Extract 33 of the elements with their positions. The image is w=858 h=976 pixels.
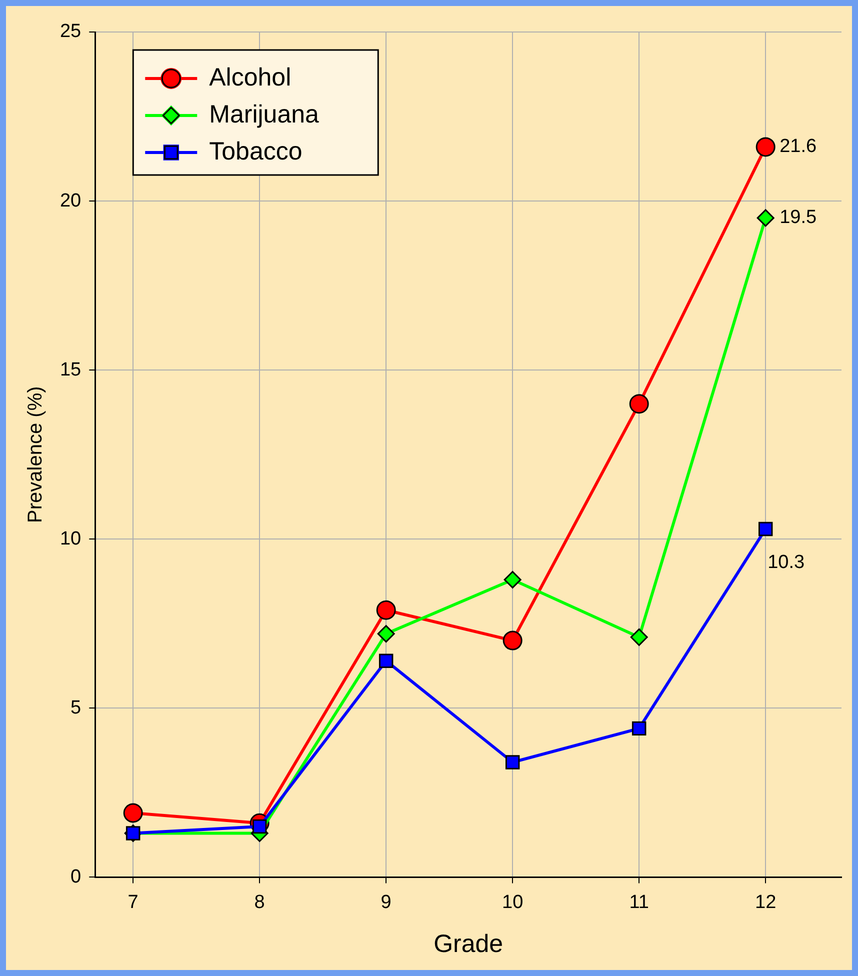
x-tick-label: 10 [502, 892, 524, 913]
x-tick-label: 11 [629, 892, 649, 913]
point [123, 803, 143, 823]
x-tick-label: 12 [755, 892, 776, 913]
x-tick-label: 7 [128, 892, 138, 913]
x-axis-title: Grade [434, 930, 504, 958]
point [502, 630, 522, 650]
point [629, 394, 649, 414]
legend-label: Marijuana [209, 100, 320, 128]
point [632, 721, 646, 736]
data-label: 19.5 [780, 207, 817, 228]
point [756, 137, 776, 157]
y-tick-label: 25 [60, 21, 82, 42]
point [758, 522, 773, 536]
y-tick-label: 20 [60, 190, 82, 212]
legend-label: Tobacco [209, 137, 302, 166]
point [504, 570, 522, 588]
x-tick-label: 8 [254, 892, 265, 913]
data-label: 10.3 [768, 552, 805, 574]
y-tick-label: 10 [60, 528, 82, 550]
y-axis-title: Prevalence (%) [24, 386, 47, 523]
y-tick-label: 5 [70, 697, 82, 718]
data-label: 21.6 [780, 136, 817, 158]
legend-label: Alcohol [209, 63, 292, 92]
point [505, 755, 520, 770]
point [377, 625, 395, 643]
x-tick-label: 9 [380, 892, 392, 913]
y-tick-label: 15 [60, 359, 82, 380]
y-tick-label: 0 [70, 866, 82, 888]
point [756, 209, 774, 227]
point [630, 628, 648, 646]
point [378, 654, 394, 668]
point [376, 600, 396, 620]
